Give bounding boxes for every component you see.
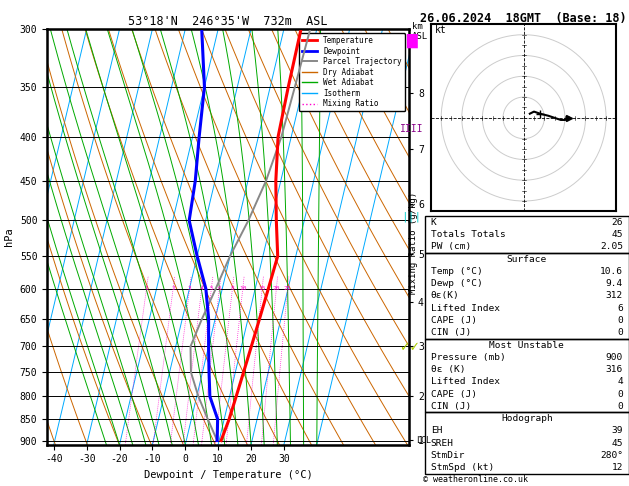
Text: 4: 4 [617, 377, 623, 386]
Text: 10: 10 [239, 286, 247, 291]
Text: 316: 316 [606, 365, 623, 374]
Text: 0: 0 [617, 316, 623, 325]
Text: 20: 20 [272, 286, 280, 291]
Text: Lifted Index: Lifted Index [431, 304, 499, 312]
Text: CAPE (J): CAPE (J) [431, 390, 477, 399]
Text: Lifted Index: Lifted Index [431, 377, 499, 386]
Text: Pressure (mb): Pressure (mb) [431, 353, 506, 362]
Text: 45: 45 [611, 230, 623, 239]
Text: Totals Totals: Totals Totals [431, 230, 506, 239]
Title: 53°18'N  246°35'W  732m  ASL: 53°18'N 246°35'W 732m ASL [128, 15, 328, 28]
Text: 15: 15 [259, 286, 266, 291]
Text: θε(K): θε(K) [431, 292, 459, 300]
Text: PW (cm): PW (cm) [431, 243, 471, 251]
Text: kt: kt [435, 25, 447, 35]
Text: 312: 312 [606, 292, 623, 300]
Text: 25: 25 [284, 286, 291, 291]
Text: 10.6: 10.6 [600, 267, 623, 276]
Text: 0: 0 [617, 402, 623, 411]
Text: Mixing Ratio (g/kg): Mixing Ratio (g/kg) [409, 192, 418, 294]
Text: 900: 900 [606, 353, 623, 362]
Legend: Temperature, Dewpoint, Parcel Trajectory, Dry Adiabat, Wet Adiabat, Isotherm, Mi: Temperature, Dewpoint, Parcel Trajectory… [299, 33, 405, 111]
Text: █: █ [406, 34, 416, 49]
Text: 280°: 280° [600, 451, 623, 460]
Text: LCL: LCL [416, 436, 431, 445]
Text: IIII: IIII [399, 124, 423, 134]
Text: 0: 0 [617, 328, 623, 337]
Text: 26.06.2024  18GMT  (Base: 18): 26.06.2024 18GMT (Base: 18) [420, 12, 626, 25]
Text: CAPE (J): CAPE (J) [431, 316, 477, 325]
Text: CIN (J): CIN (J) [431, 402, 471, 411]
Text: Most Unstable: Most Unstable [489, 341, 564, 349]
Text: 26: 26 [611, 218, 623, 227]
Text: θε (K): θε (K) [431, 365, 465, 374]
Text: StmDir: StmDir [431, 451, 465, 460]
Text: StmSpd (kt): StmSpd (kt) [431, 463, 494, 472]
Bar [425, 339, 629, 413]
Text: Temp (°C): Temp (°C) [431, 267, 482, 276]
Text: SREH: SREH [431, 438, 454, 448]
Text: 39: 39 [611, 426, 623, 435]
Text: 5: 5 [209, 286, 213, 291]
Text: 12: 12 [611, 463, 623, 472]
Text: 2.05: 2.05 [600, 243, 623, 251]
Text: Dewp (°C): Dewp (°C) [431, 279, 482, 288]
Text: Surface: Surface [507, 255, 547, 264]
Text: 6: 6 [617, 304, 623, 312]
Bar [425, 413, 629, 474]
Text: 1: 1 [145, 286, 148, 291]
X-axis label: Dewpoint / Temperature (°C): Dewpoint / Temperature (°C) [143, 470, 313, 480]
Text: © weatheronline.co.uk: © weatheronline.co.uk [423, 474, 528, 484]
Text: 45: 45 [611, 438, 623, 448]
Text: CIN (J): CIN (J) [431, 328, 471, 337]
Text: ✓✓: ✓✓ [399, 341, 421, 354]
Text: 3: 3 [187, 286, 191, 291]
Text: 8: 8 [231, 286, 234, 291]
Bar [425, 216, 629, 253]
Y-axis label: hPa: hPa [4, 227, 14, 246]
Bar [425, 253, 629, 339]
Text: EH: EH [431, 426, 442, 435]
Text: 4: 4 [200, 286, 204, 291]
Text: 0: 0 [617, 390, 623, 399]
Text: 6: 6 [218, 286, 221, 291]
Text: K: K [431, 218, 437, 227]
Text: |||: ||| [401, 211, 421, 222]
Text: km
ASL: km ASL [412, 22, 428, 40]
Text: Hodograph: Hodograph [501, 414, 553, 423]
Text: 9.4: 9.4 [606, 279, 623, 288]
Text: 2: 2 [171, 286, 175, 291]
